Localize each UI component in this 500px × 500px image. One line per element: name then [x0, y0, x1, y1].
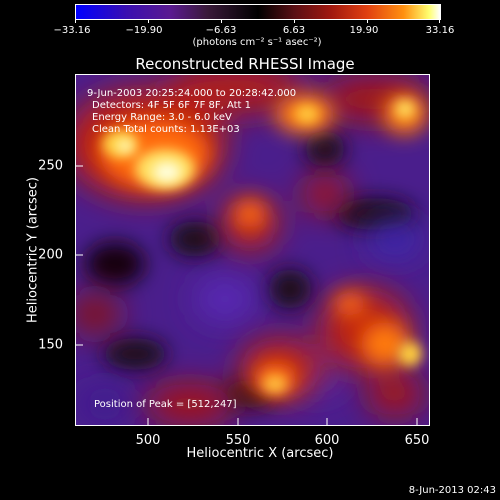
- timestamp: 8-Jun-2013 02:43: [408, 485, 496, 496]
- image-title: Reconstructed RHESSI Image: [135, 55, 355, 73]
- colorbar-tick: [294, 19, 295, 23]
- colorbar-tick: [221, 19, 222, 23]
- rhessi-image-map: [75, 74, 430, 426]
- energy-range-annotation: Energy Range: 3.0 - 6.0 keV: [92, 112, 232, 123]
- x-axis-label: Heliocentric X (arcsec): [186, 446, 334, 461]
- x-tick-label: 650: [404, 433, 430, 448]
- x-tick-label: 600: [314, 433, 340, 448]
- x-tick-label: 500: [135, 433, 161, 448]
- colorbar: [75, 4, 441, 20]
- time-range-annotation: 9-Jun-2003 20:25:24.000 to 20:28:42.000: [87, 88, 297, 99]
- colorbar-tick-label: −19.90: [125, 25, 163, 36]
- colorbar-tick-label: 33.16: [425, 25, 455, 36]
- y-tick-label: 200: [38, 247, 63, 263]
- colorbar-unit-label: (photons cm⁻² s⁻¹ asec⁻²): [192, 37, 322, 48]
- colorbar-tick: [75, 19, 76, 23]
- colorbar-tick-label: 6.63: [282, 25, 306, 36]
- colorbar-tick-label: 19.90: [349, 25, 379, 36]
- x-tick-label: 550: [225, 433, 251, 448]
- colorbar-tick: [148, 19, 149, 23]
- colorbar-tick: [439, 19, 440, 23]
- total-counts-annotation: Clean Total counts: 1.13E+03: [92, 124, 240, 135]
- rhessi-image: 9-Jun-2003 20:25:24.000 to 20:28:42.000 …: [75, 74, 430, 426]
- colorbar-tick: [367, 19, 368, 23]
- colorbar-tick-label: −6.63: [205, 25, 237, 36]
- colorbar-tick-label: −33.16: [53, 25, 91, 36]
- peak-position-annotation: Position of Peak = [512,247]: [94, 399, 237, 410]
- y-tick-label: 250: [38, 158, 63, 174]
- detectors-annotation: Detectors: 4F 5F 6F 7F 8F, Att 1: [92, 100, 252, 111]
- y-axis-label: Heliocentric Y (arcsec): [25, 177, 41, 323]
- y-tick-label: 150: [38, 337, 63, 353]
